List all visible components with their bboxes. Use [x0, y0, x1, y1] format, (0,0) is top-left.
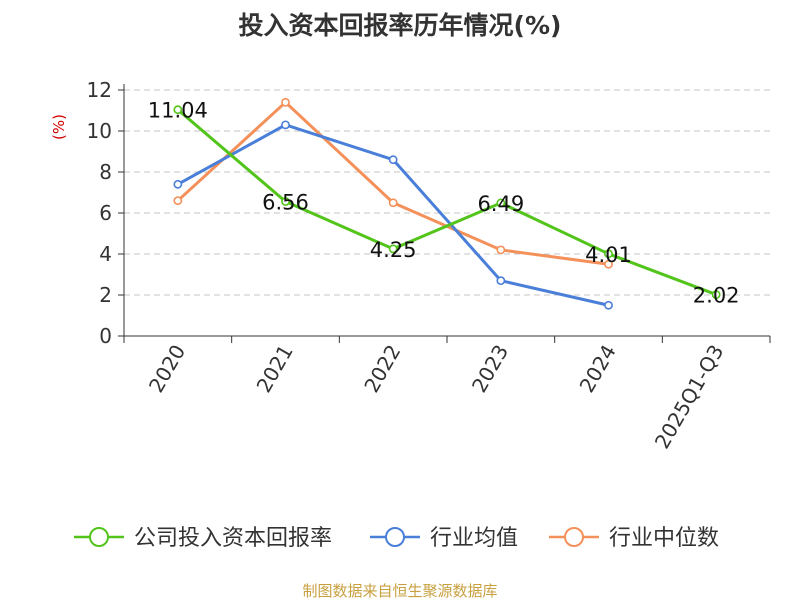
data-point [173, 196, 183, 206]
data-point [388, 155, 398, 165]
legend-marker-icon [385, 527, 405, 547]
series-layer [173, 97, 721, 310]
data-point [496, 245, 506, 255]
y-tick-label: 0 [99, 324, 112, 348]
source-footer: 制图数据来自恒生聚源数据库 [302, 582, 497, 600]
data-point [604, 249, 613, 259]
y-tick-label: 2 [99, 283, 112, 307]
data-point [604, 259, 613, 269]
x-tick-label: 2020 [144, 341, 190, 397]
grid [124, 89, 770, 296]
series-line [177, 123, 609, 307]
data-point [281, 120, 290, 130]
data-point [173, 179, 183, 189]
data-label: 2.02 [693, 284, 740, 308]
data-point [173, 105, 183, 115]
x-tick-label: 2025Q1-Q3 [650, 341, 729, 453]
x-tick-label: 2023 [467, 341, 513, 397]
data-label: 4.25 [370, 238, 417, 262]
data-labels: 11.04 6.56 4.25 6.49 4.01 2.02 [148, 99, 740, 308]
legend: 公司投入资本回报率 行业均值 行业中位数 [74, 526, 719, 551]
y-axis-label: (%) [50, 114, 68, 140]
series-line [176, 108, 717, 296]
data-point [604, 300, 613, 310]
y-tick-label: 12 [87, 78, 112, 102]
legend-label: 公司投入资本回报率 [134, 526, 332, 551]
data-point [496, 276, 506, 286]
data-point [711, 290, 721, 299]
legend-marker-icon [89, 527, 109, 547]
data-point [388, 244, 398, 254]
y-tick-label: 8 [99, 160, 112, 184]
data-point [496, 198, 506, 208]
y-tick-label: 6 [99, 201, 112, 225]
legend-label: 行业均值 [430, 526, 518, 551]
data-point [388, 198, 398, 208]
legend-marker-icon [564, 527, 584, 547]
y-tick-label: 10 [87, 119, 112, 143]
data-label: 6.49 [477, 192, 524, 216]
legend-label: 行业中位数 [609, 526, 719, 551]
x-tick-label: 2022 [359, 341, 405, 397]
data-label: 11.04 [148, 99, 208, 123]
x-tick-label: 2021 [252, 341, 298, 397]
axes: 0 2 4 6 8 10 12 2020 2021 2022 2023 2024 2025Q1-Q3 [87, 78, 771, 453]
data-point [281, 197, 290, 206]
data-label: 4.01 [585, 243, 632, 267]
x-tick-label: 2024 [575, 341, 621, 397]
data-point [281, 97, 290, 107]
data-label: 6.56 [262, 191, 309, 215]
y-tick-label: 4 [99, 242, 112, 266]
chart-title: 投入资本回报率历年情况(%) [239, 11, 562, 40]
